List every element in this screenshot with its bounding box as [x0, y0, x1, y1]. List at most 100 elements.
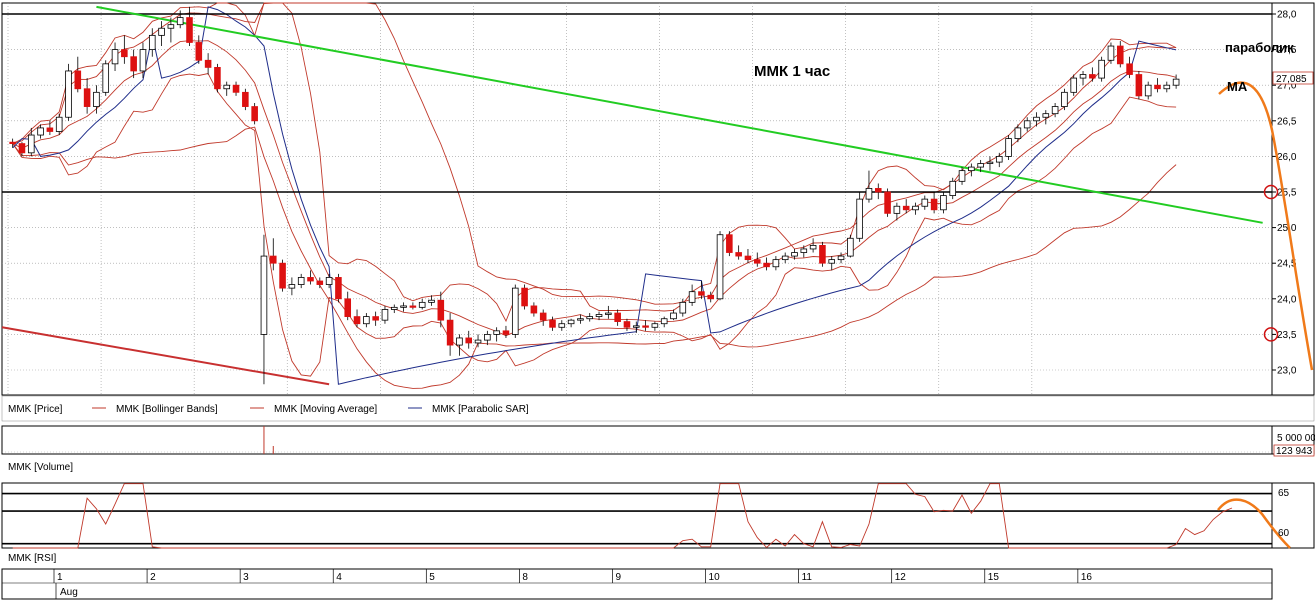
- candle-body: [660, 318, 668, 325]
- candle-body: [381, 309, 389, 321]
- candle-body: [1070, 77, 1078, 93]
- candle-body: [1005, 138, 1012, 157]
- price-tick-label: 25,0: [1277, 223, 1297, 234]
- candle-body: [297, 277, 305, 285]
- candle-body: [632, 325, 640, 328]
- date-tick-label: 5: [429, 572, 435, 583]
- date-tick-label: 11: [802, 572, 813, 583]
- candle-body: [1079, 74, 1087, 79]
- candle-body: [400, 305, 407, 308]
- candle-body: [409, 305, 417, 308]
- candle-body: [1051, 106, 1059, 115]
- candle-body: [428, 299, 435, 303]
- rsi-tick-65: 65: [1278, 488, 1290, 499]
- volume-last-box: [1273, 444, 1315, 457]
- date-tick-label: 1: [57, 572, 63, 583]
- candle-body: [605, 312, 612, 315]
- candle-body: [828, 259, 836, 264]
- candle-body: [1033, 116, 1040, 122]
- candle-body: [18, 143, 26, 154]
- candle-body: [847, 237, 854, 257]
- price-tick-label: 23,5: [1277, 330, 1297, 341]
- candle-body: [474, 339, 482, 344]
- candle-body: [242, 91, 249, 107]
- candle-body: [111, 49, 119, 65]
- candle-body: [102, 63, 110, 93]
- price-pane: [1, 2, 1273, 396]
- price-tick-label: 27,0: [1277, 81, 1297, 92]
- price-tick-label: 23,0: [1277, 366, 1297, 377]
- candle-body: [74, 70, 82, 90]
- candle-body: [195, 42, 203, 61]
- date-tick-label: 4: [336, 572, 342, 583]
- candle-body: [493, 330, 500, 335]
- rsi-line: [12, 483, 1233, 549]
- legend-strip: [1, 395, 1315, 422]
- candle-body: [1042, 113, 1050, 118]
- rsi-pane-title: MMK [RSI]: [8, 553, 57, 564]
- date-tick-label: 3: [243, 572, 249, 583]
- candle-body: [1089, 74, 1096, 79]
- date-tick-label: 15: [988, 572, 1000, 583]
- parabolic-label: параболик: [1225, 40, 1294, 55]
- forecast-curve-rsi: [1217, 498, 1291, 549]
- candle-body: [977, 163, 984, 168]
- candle-body: [158, 27, 165, 36]
- level-circle-marker: [1263, 327, 1279, 342]
- candle-body: [791, 252, 798, 257]
- candle-body: [809, 244, 817, 250]
- price-axis-ticks: 23,0 23,5 24,0 24,5 25,0 25,5 26,0 26,5 27,0 27,5…: [1272, 10, 1297, 377]
- chart-title: ММК 1 час: [754, 63, 830, 80]
- candle-body: [83, 88, 91, 107]
- date-axis: [1, 568, 1273, 600]
- level-circle-marker: [1263, 184, 1279, 200]
- last-price-label: 27,085: [1276, 74, 1307, 85]
- price-grid: [2, 3, 1272, 395]
- candle-body: [800, 248, 808, 253]
- candle-body: [995, 155, 1003, 163]
- volume-tick: 5 000 00: [1277, 433, 1315, 444]
- price-tick-label: 27,5: [1277, 45, 1297, 56]
- candle-body: [55, 116, 63, 132]
- candle-body: [316, 280, 324, 285]
- rsi-pane: [1, 482, 1273, 549]
- candle-body: [856, 198, 863, 239]
- candle-body: [232, 84, 240, 93]
- date-tick-label: 8: [522, 572, 528, 583]
- candle-body: [465, 337, 473, 344]
- last-price-box: [1272, 71, 1314, 85]
- rsi-tick-60: 60: [1278, 528, 1290, 539]
- candle-body: [484, 333, 491, 341]
- candle-body: [437, 299, 445, 321]
- green-trendline: [96, 5, 1263, 224]
- red-trendline: [1, 326, 330, 386]
- price-tick-label: 24,5: [1277, 259, 1297, 270]
- candle-body: [902, 205, 910, 211]
- date-tick-label: 2: [150, 572, 156, 583]
- candle-body: [707, 294, 715, 300]
- candle-body: [130, 56, 137, 72]
- candle-body: [688, 291, 696, 303]
- legend-price: MMK [Price]: [8, 404, 63, 415]
- candle-body: [269, 255, 277, 264]
- candle-body: [344, 298, 352, 317]
- candle-body: [121, 49, 128, 58]
- candle-body: [530, 305, 538, 314]
- ma-label: MA: [1227, 79, 1248, 94]
- candle-body: [511, 287, 519, 335]
- price-tick-label: 26,5: [1277, 116, 1297, 127]
- candle-body: [46, 127, 54, 132]
- candle-body: [912, 205, 919, 211]
- candle-body: [446, 319, 454, 346]
- legend-ma: MMK [Moving Average]: [274, 404, 377, 415]
- candle-body: [288, 284, 296, 289]
- candle-body: [1144, 84, 1152, 97]
- candle-body: [372, 316, 379, 321]
- candle-body: [921, 198, 929, 207]
- candle-body: [819, 244, 826, 264]
- candle-body: [549, 319, 556, 328]
- volume-bars: [2, 426, 1272, 454]
- date-tick-label: 16: [1081, 572, 1093, 583]
- candle-body: [753, 259, 761, 264]
- candle-body: [940, 195, 947, 211]
